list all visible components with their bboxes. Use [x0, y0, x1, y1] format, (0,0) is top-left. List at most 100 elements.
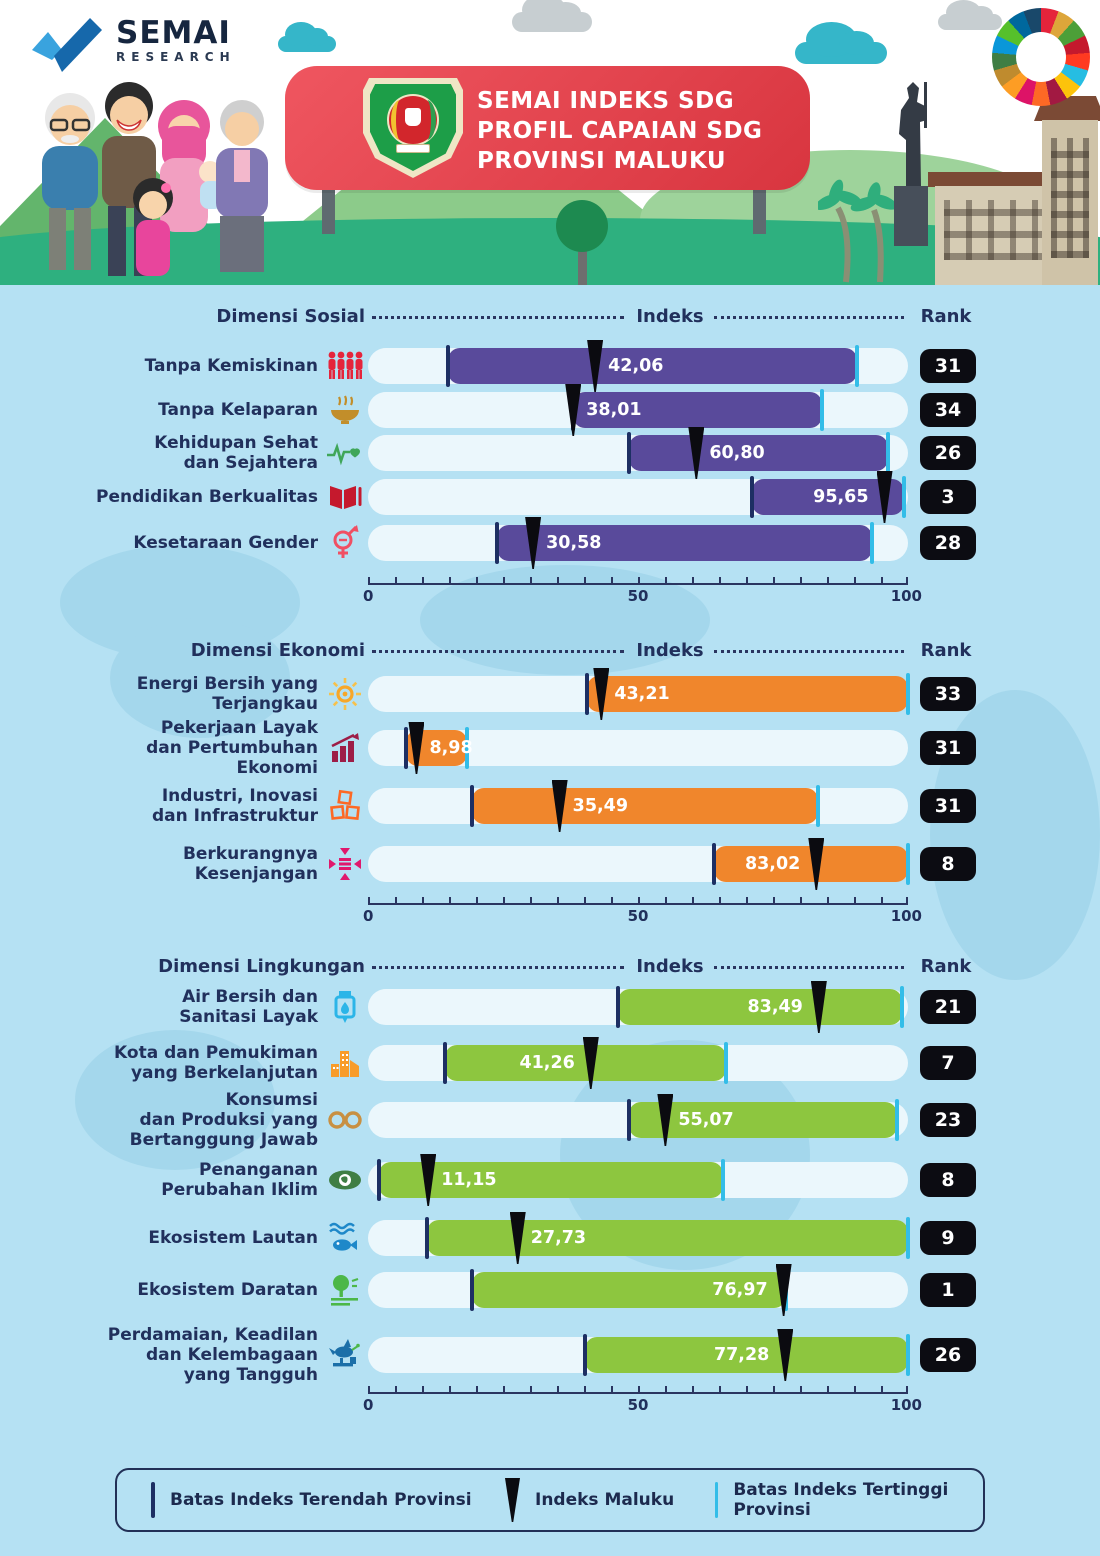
axis-tick-50: 50	[627, 1396, 649, 1414]
range-bar	[629, 435, 889, 471]
cloud-icon	[278, 21, 336, 52]
building	[1042, 120, 1098, 285]
indicator-label: Pendidikan Berkualitas	[95, 487, 318, 507]
index-value: 35,49	[572, 796, 628, 816]
sun-energy-icon	[329, 678, 361, 710]
open-book-icon	[330, 486, 362, 509]
highest-tick	[906, 1334, 910, 1376]
indicator-row: Ekosistem Lautan 27,73 9	[0, 1212, 1100, 1264]
index-value: 8,98	[429, 738, 473, 758]
rank-badge: 34	[920, 393, 976, 427]
indicator-row: Kota dan Pemukiman yang Berkelanjutan 41…	[0, 1037, 1100, 1089]
infinity-icon	[328, 1111, 362, 1129]
indicator-label: Kota dan Pemukiman yang Berkelanjutan	[114, 1043, 318, 1083]
city-icon	[331, 1051, 359, 1077]
highest-tick	[895, 1099, 900, 1141]
indicator-row: Kesetaraan Gender 30,58 28	[0, 517, 1100, 569]
indicator-row: Berkurangnya Kesenjangan 83,02 8	[0, 838, 1100, 890]
dotted-divider	[372, 316, 624, 319]
sdg-wheel-icon	[992, 8, 1090, 106]
dotted-divider	[714, 650, 904, 653]
lowest-tick	[626, 1099, 631, 1141]
billboard-post	[753, 186, 766, 234]
index-value: 42,06	[608, 356, 664, 376]
growth-chart-icon	[331, 733, 359, 762]
index-track: 41,26	[368, 1037, 908, 1089]
title-line1: SEMAI INDEKS SDG	[477, 88, 735, 114]
lowest-tick	[616, 986, 621, 1028]
range-bar	[496, 525, 872, 561]
indicator-row: Air Bersih dan Sanitasi Layak 83,49 21	[0, 981, 1100, 1033]
building-roof	[928, 172, 1072, 187]
index-axis: 0 50 100	[363, 1386, 922, 1414]
lowest-tick	[403, 727, 408, 769]
range-bar	[447, 348, 857, 384]
rank-badge: 9	[920, 1221, 976, 1255]
indicator-label: Konsumsi dan Produksi yang Bertanggung J…	[129, 1090, 318, 1150]
indicator-row: Tanpa Kemiskinan 42,06 31	[0, 340, 1100, 392]
semai-logo: SEMAI RESEARCH	[28, 16, 236, 78]
indicator-row: Industri, Inovasi dan Infrastruktur 35,4…	[0, 780, 1100, 832]
peace-dove-icon	[329, 1339, 360, 1367]
indicator-label: Energi Bersih yang Terjangkau	[136, 674, 318, 714]
index-value: 41,26	[519, 1053, 575, 1073]
rank-column-label: Rank	[920, 956, 972, 977]
range-bar	[378, 1162, 723, 1198]
rank-badge: 3	[920, 480, 976, 514]
statue-icon	[894, 82, 928, 246]
indicator-label: Tanpa Kelaparan	[158, 400, 318, 420]
range-bar	[471, 788, 819, 824]
indicator-row: Kehidupan Sehat dan Sejahtera 60,80 26	[0, 427, 1100, 479]
lowest-tick	[627, 432, 632, 474]
indicator-label: Industri, Inovasi dan Infrastruktur	[152, 786, 318, 826]
index-track: 27,73	[368, 1212, 910, 1264]
lowest-tick	[583, 1334, 588, 1376]
rank-badge: 8	[920, 847, 976, 881]
rank-badge: 8	[920, 1163, 976, 1197]
index-axis: 0 50 100	[363, 897, 922, 925]
section-title: Dimensi Ekonomi	[190, 640, 365, 661]
lowest-tick	[469, 1269, 474, 1311]
rank-column-label: Rank	[920, 306, 972, 327]
indicator-label: Pekerjaan Layak dan Pertumbuhan Ekonomi	[146, 718, 318, 778]
lowest-tick	[750, 476, 755, 518]
rank-badge: 7	[920, 1046, 976, 1080]
index-track: 43,21	[368, 668, 910, 720]
axis-tick-0: 0	[363, 1396, 374, 1414]
map-silhouette	[75, 1030, 275, 1170]
semai-wave-icon	[32, 18, 102, 72]
axis-tick-0: 0	[363, 907, 374, 925]
indicator-row: Ekosistem Daratan 76,97 1	[0, 1264, 1100, 1316]
rank-badge: 26	[920, 436, 976, 470]
rank-badge: 1	[920, 1273, 976, 1307]
index-value: 77,28	[713, 1345, 770, 1365]
rank-badge: 28	[920, 526, 976, 560]
header-illustration: SEMAI INDEKS SDG PROFIL CAPAIAN SDG PROV…	[0, 0, 1100, 285]
highest-tick	[899, 986, 904, 1028]
lowest-tick	[425, 1217, 430, 1259]
land-tree-icon	[331, 1275, 359, 1306]
section-title: Dimensi Sosial	[216, 306, 365, 327]
reduced-inequality-icon	[329, 848, 361, 880]
lowest-tick	[711, 843, 716, 885]
indicator-row: Energi Bersih yang Terjangkau 43,21 33	[0, 668, 1100, 720]
rank-badge: 26	[920, 1338, 976, 1372]
axis-tick-100: 100	[890, 1396, 922, 1414]
section-title: Dimensi Lingkungan	[158, 956, 365, 977]
indicator-label: Perdamaian, Keadilan dan Kelembagaan yan…	[107, 1325, 318, 1385]
highest-tick	[906, 673, 910, 715]
indicator-label: Ekosistem Lautan	[148, 1228, 318, 1248]
lowest-tick	[469, 785, 474, 827]
range-bar	[628, 1102, 898, 1138]
rank-column-label: Rank	[920, 640, 972, 661]
dotted-divider	[372, 966, 624, 969]
indeks-column-label: Indeks	[636, 640, 704, 661]
lowest-tick	[442, 1042, 447, 1084]
indicator-row: Perdamaian, Keadilan dan Kelembagaan yan…	[0, 1325, 1100, 1385]
cloud-icon	[938, 0, 1002, 30]
title-line2: PROFIL CAPAIAN SDG	[477, 118, 763, 144]
index-track: 60,80	[368, 427, 908, 479]
index-value: 83,02	[744, 854, 801, 874]
cloud-icon	[512, 0, 592, 32]
rank-badge: 21	[920, 990, 976, 1024]
